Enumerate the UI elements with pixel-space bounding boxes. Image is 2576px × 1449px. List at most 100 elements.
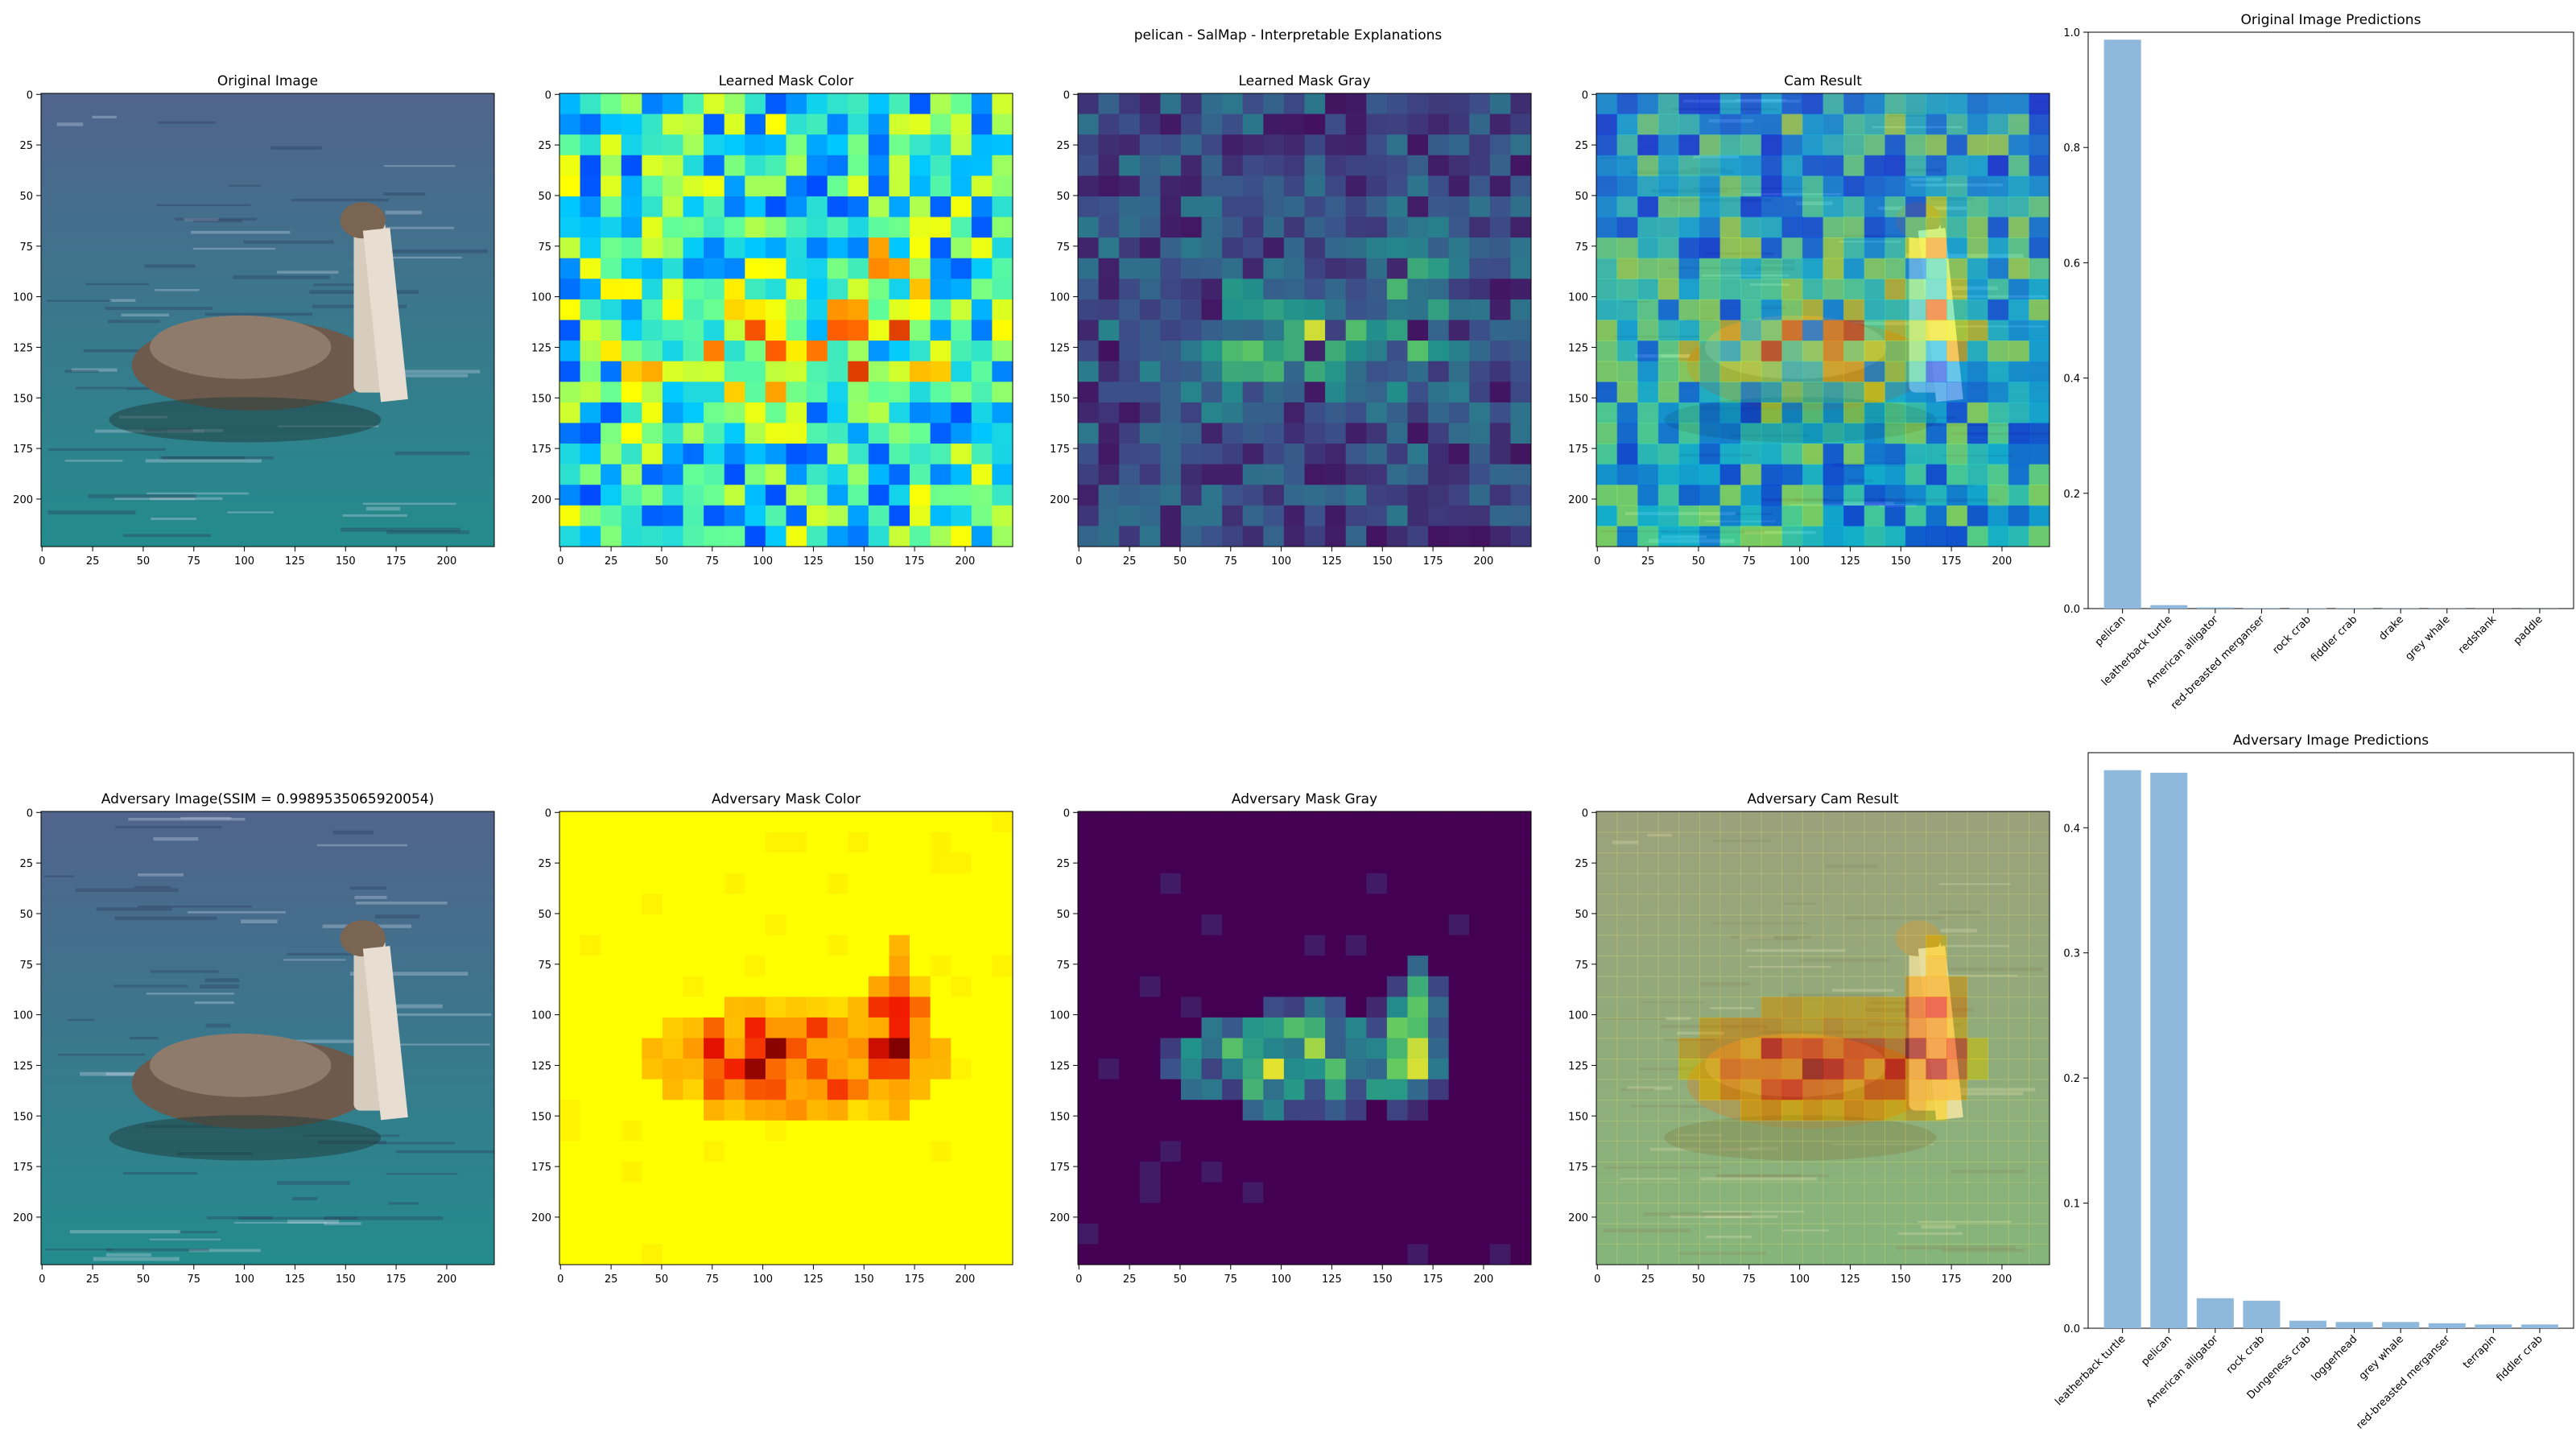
x-tick-label: 150: [1891, 1274, 1911, 1286]
x-tick-label: 100: [753, 555, 773, 568]
y-tick-label: 0: [1063, 807, 1070, 819]
y-tick-label: 150: [1568, 393, 1588, 405]
x-tick-label: 125: [1322, 1274, 1342, 1286]
y-tick-label: 50: [1056, 191, 1070, 203]
y-tick-label: 1.0: [2063, 27, 2080, 39]
x-tick-label: pelican: [2139, 1333, 2174, 1368]
y-tick-label: 100: [1050, 292, 1070, 304]
y-tick-label: 0.6: [2063, 258, 2080, 270]
y-tick-label: 125: [1050, 342, 1070, 354]
x-tick-label: 25: [605, 1274, 618, 1286]
x-tick-label: 25: [1123, 555, 1137, 568]
x-tick-label: 50: [137, 555, 151, 568]
x-tick-label: paddle: [2512, 613, 2545, 647]
x-tick-label: loggerhead: [2310, 1333, 2360, 1384]
y-tick-label: 0.0: [2063, 604, 2080, 616]
x-tick-label: 50: [655, 1274, 669, 1286]
x-tick-label: 25: [1123, 1274, 1137, 1286]
x-tick-label: 175: [1423, 1274, 1443, 1286]
x-tick-label: 50: [1174, 1274, 1187, 1286]
x-tick-label: 125: [803, 1274, 824, 1286]
y-tick-label: 200: [1050, 494, 1070, 506]
y-tick-label: 175: [1050, 444, 1070, 456]
x-tick-label: 100: [1271, 1274, 1291, 1286]
x-tick-label: 200: [956, 555, 976, 568]
panel-title-adv: Adversary Image(SSIM = 0.998953506592005…: [101, 791, 434, 807]
pelican-bill: [362, 228, 408, 402]
x-tick-label: 75: [1742, 1274, 1756, 1286]
y-tick-label: 175: [531, 444, 551, 456]
x-tick-label: 50: [1692, 555, 1706, 568]
y-tick-label: 50: [538, 191, 551, 203]
x-tick-label: 100: [753, 1274, 773, 1286]
x-tick-label: rock crab: [2270, 613, 2313, 656]
y-tick-label: 0: [545, 807, 551, 819]
y-tick-label: 175: [1568, 1162, 1588, 1174]
x-tick-label: 25: [605, 555, 618, 568]
y-tick-label: 125: [531, 342, 551, 354]
x-tick-label: 150: [336, 1274, 356, 1286]
x-tick-label: 25: [1641, 1274, 1655, 1286]
x-tick-label: 50: [1692, 1274, 1706, 1286]
x-tick-label: 150: [854, 1274, 874, 1286]
bar-leatherback-turtle: [2103, 770, 2141, 1328]
bar-pelican: [2150, 772, 2188, 1328]
x-tick-label: 0: [39, 1274, 45, 1286]
x-tick-label: 125: [1840, 555, 1860, 568]
x-tick-label: 0: [1075, 1274, 1082, 1286]
panel-image-orig: [41, 93, 494, 547]
panel-amg: Adversary Mask Gray 0 25 50 75 100 125 150 175 20…: [1050, 791, 1532, 1286]
x-tick-label: 100: [1790, 555, 1810, 568]
y-tick-label: 50: [19, 191, 33, 203]
y-tick-label: 125: [1568, 1060, 1588, 1072]
y-tick-label: 200: [13, 494, 33, 506]
x-tick-label: 25: [86, 555, 100, 568]
y-tick-label: 200: [1568, 1212, 1588, 1224]
x-tick-label: grey whale: [2403, 613, 2452, 663]
x-tick-label: 0: [1594, 1274, 1600, 1286]
y-tick-label: 25: [1575, 858, 1588, 870]
bar-chart-adversary: Adversary Image Predictions leatherback t…: [2053, 733, 2574, 1431]
panel-image-cam: [1596, 93, 2050, 547]
x-tick-label: 75: [187, 555, 200, 568]
panel-image-lmg: [1078, 93, 1531, 547]
figure-suptitle: pelican - SalMap - Interpretable Explana…: [1134, 27, 1443, 43]
y-tick-label: 150: [13, 1111, 33, 1123]
bar-grey-whale: [2382, 1322, 2420, 1328]
y-tick-label: 75: [1056, 960, 1070, 972]
panel-title-lmg: Learned Mask Gray: [1239, 73, 1371, 89]
x-tick-label: 175: [1423, 555, 1443, 568]
panel-title-orig: Original Image: [217, 73, 318, 89]
x-tick-label: 200: [437, 1274, 457, 1286]
y-tick-label: 0.2: [2063, 489, 2080, 501]
x-tick-label: 50: [137, 1274, 151, 1286]
y-tick-label: 25: [538, 858, 551, 870]
y-tick-label: 50: [1575, 909, 1588, 921]
x-tick-label: 100: [1271, 555, 1291, 568]
y-tick-label: 75: [19, 242, 33, 254]
bar-dungeness-crab: [2289, 1320, 2327, 1328]
y-tick-label: 175: [531, 1162, 551, 1174]
x-tick-label: 75: [187, 1274, 200, 1286]
y-tick-label: 100: [13, 292, 33, 304]
y-tick-label: 0.4: [2063, 823, 2080, 835]
x-tick-label: 0: [557, 555, 564, 568]
bar-loggerhead: [2335, 1322, 2373, 1328]
panel-cam: Cam Result 0 25 50 75 100 125 150 175 200 0 25 50 75 1…: [1568, 73, 2050, 568]
y-tick-label: 25: [1056, 858, 1070, 870]
y-tick-label: 150: [1568, 1111, 1588, 1123]
y-tick-label: 175: [1568, 444, 1588, 456]
bar-fiddler-crab: [2520, 1324, 2558, 1328]
y-tick-label: 50: [538, 909, 551, 921]
y-tick-label: 125: [1050, 1060, 1070, 1072]
x-tick-label: 50: [1174, 555, 1187, 568]
panel-frame: [559, 93, 1013, 547]
bar-red-breasted-merganser: [2428, 1323, 2466, 1328]
panel-frame: [559, 811, 1013, 1265]
y-tick-label: 25: [19, 140, 33, 152]
x-tick-label: rock crab: [2224, 1333, 2267, 1376]
y-tick-label: 100: [1050, 1010, 1070, 1022]
x-tick-label: 0: [1075, 555, 1082, 568]
y-tick-label: 0.3: [2063, 948, 2080, 960]
